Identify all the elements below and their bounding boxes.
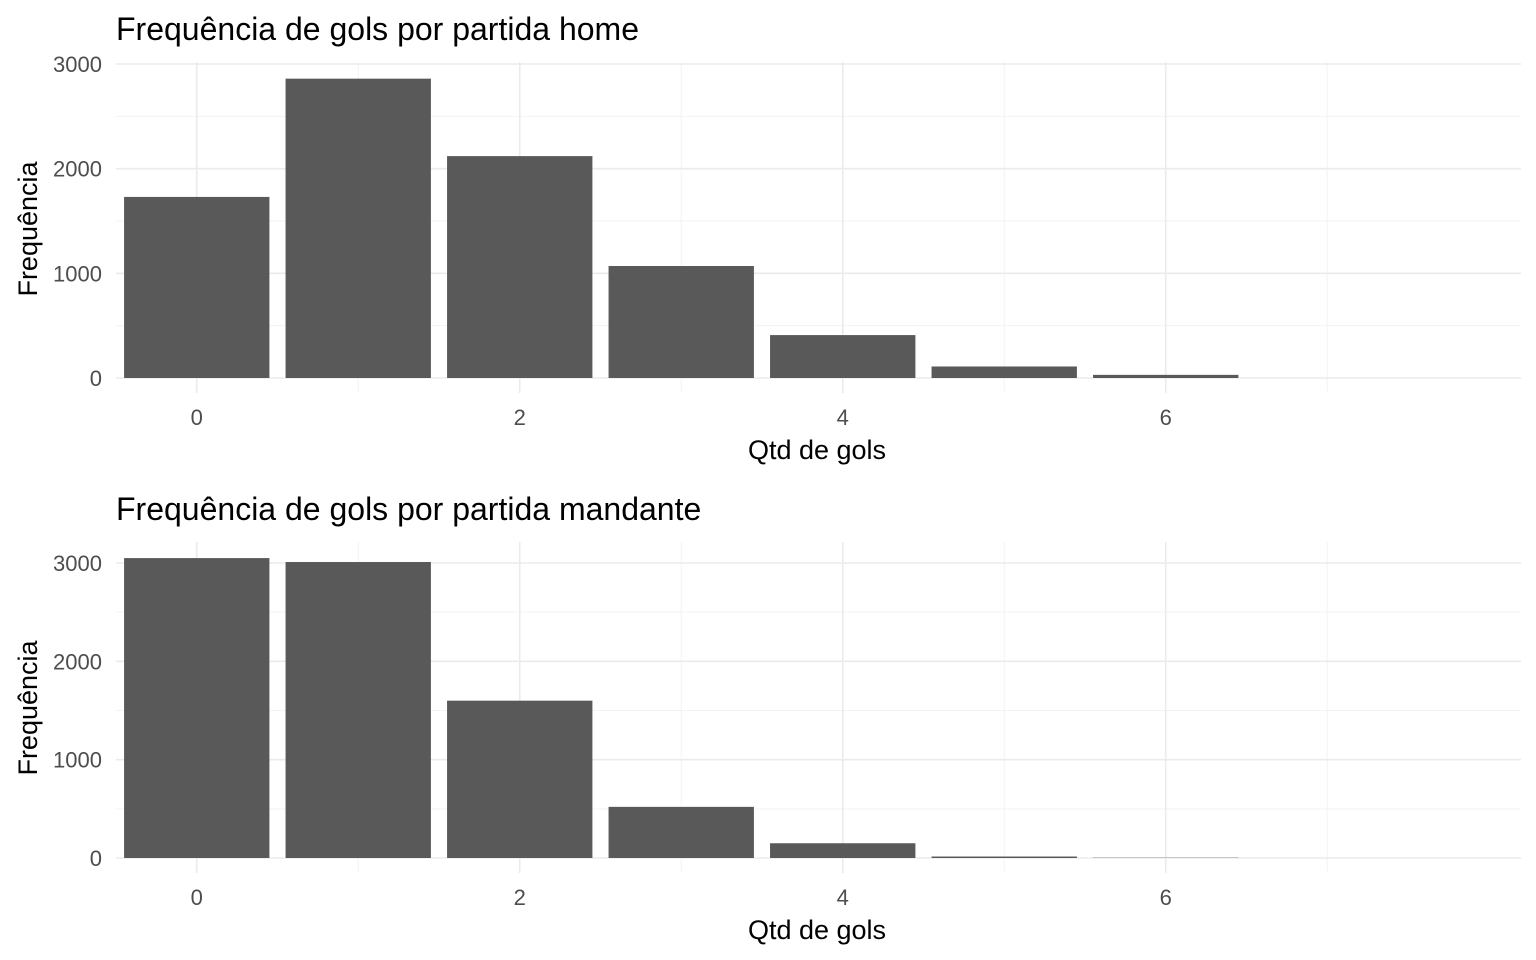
y-axis-label: Frequência xyxy=(13,639,43,775)
bar xyxy=(447,700,593,858)
bar xyxy=(124,196,270,378)
y-tick-labels: 0 1000 2000 3000 xyxy=(53,52,102,391)
x-tick-label: 0 xyxy=(191,885,203,910)
x-tick-label: 2 xyxy=(514,405,526,430)
chart-title: Frequência de gols por partida home xyxy=(116,11,639,47)
x-tick-label: 2 xyxy=(514,885,526,910)
bar xyxy=(931,856,1077,858)
y-tick-label: 3000 xyxy=(53,551,102,576)
bars-group xyxy=(124,78,1239,379)
bar xyxy=(931,366,1077,378)
y-tick-label: 3000 xyxy=(53,52,102,77)
bar xyxy=(447,156,593,378)
y-tick-label: 2000 xyxy=(53,649,102,674)
x-axis-label: Qtd de gols xyxy=(748,435,886,465)
y-tick-label: 1000 xyxy=(53,748,102,773)
x-tick-labels: 0 2 4 6 xyxy=(191,885,1172,910)
bar xyxy=(124,558,270,858)
bar xyxy=(608,266,754,378)
y-tick-label: 0 xyxy=(90,366,102,391)
y-tick-label: 0 xyxy=(90,846,102,871)
bar xyxy=(285,78,431,379)
y-tick-labels: 0 1000 2000 3000 xyxy=(53,551,102,871)
y-tick-label: 2000 xyxy=(53,157,102,182)
bar xyxy=(608,806,754,858)
chart-title: Frequência de gols por partida mandante xyxy=(116,491,701,527)
y-tick-label: 1000 xyxy=(53,261,102,286)
bar xyxy=(285,562,431,858)
chart-panel-mandante: Frequência de gols por partida mandante … xyxy=(13,491,1521,945)
bar xyxy=(1093,374,1239,378)
bars-group xyxy=(124,558,1239,858)
x-tick-label: 4 xyxy=(837,405,849,430)
x-tick-label: 4 xyxy=(837,885,849,910)
bar xyxy=(770,843,916,858)
bar xyxy=(770,335,916,378)
x-tick-label: 6 xyxy=(1160,405,1172,430)
x-tick-label: 6 xyxy=(1160,885,1172,910)
x-axis-label: Qtd de gols xyxy=(748,915,886,945)
x-tick-label: 0 xyxy=(191,405,203,430)
chart-panel-home: Frequência de gols por partida home 0 100… xyxy=(13,11,1521,465)
y-axis-label: Frequência xyxy=(13,160,43,296)
x-tick-labels: 0 2 4 6 xyxy=(191,405,1172,430)
